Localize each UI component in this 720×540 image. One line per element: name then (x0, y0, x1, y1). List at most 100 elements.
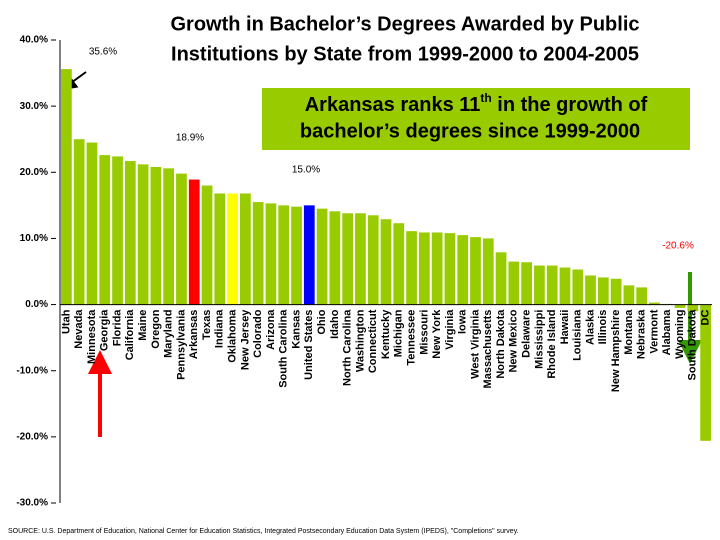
bar (457, 235, 469, 305)
callout-text: in the growth of (492, 94, 648, 116)
x-tick-label: Massachusetts (482, 310, 494, 389)
y-tick-label: 0.0% (25, 299, 48, 310)
y-tick-label: 20.0% (20, 167, 48, 178)
x-tick-label: Minnesota (86, 309, 98, 364)
bar (252, 202, 264, 305)
x-tick-label: Ohio (316, 309, 328, 334)
bar (521, 262, 532, 305)
x-tick-label: New Hampshire (610, 310, 622, 393)
bar (393, 223, 405, 305)
x-tick-label: Utah (60, 309, 72, 334)
callout-text: Arkansas ranks 11th in the growth of (305, 91, 648, 116)
bar (649, 302, 660, 305)
bar (623, 285, 635, 305)
bar (355, 213, 366, 305)
x-tick-label: Alaska (584, 309, 596, 345)
x-tick-label: New York (431, 309, 443, 359)
bar (482, 238, 494, 305)
bar (367, 215, 379, 305)
x-tick-label: Georgia (99, 309, 111, 351)
x-tick-label: Wyoming (674, 310, 686, 359)
callout-box (262, 88, 690, 150)
bar (61, 69, 72, 305)
y-tick-label: 10.0% (20, 233, 48, 244)
bar (546, 265, 558, 305)
y-tick-label: -20.0% (16, 431, 48, 442)
x-tick-label: Idaho (329, 309, 341, 339)
bar (227, 193, 238, 305)
data-label: -20.6% (662, 241, 694, 252)
x-tick-label: Kansas (290, 310, 302, 349)
x-tick-label: Oregon (150, 309, 162, 348)
x-tick-label: New Jersey (239, 309, 251, 370)
x-tick-label: Mississippi (533, 310, 545, 369)
callout-text: bachelor’s degrees since 1999-2000 (300, 120, 640, 142)
bar (508, 261, 520, 305)
bar (201, 185, 213, 305)
x-tick-label: Colorado (252, 309, 264, 358)
bar (610, 278, 622, 305)
chart-title: Growth in Bachelor’s Degrees Awarded by … (170, 13, 639, 35)
bar (636, 287, 648, 305)
x-tick-label: Tennessee (405, 310, 417, 366)
x-tick-label: North Dakota (495, 309, 507, 379)
y-tick-label: -10.0% (16, 365, 48, 376)
bar (431, 232, 443, 305)
x-tick-label: Missouri (418, 310, 430, 355)
bar (534, 265, 545, 305)
x-tick-label: Alabama (661, 309, 673, 356)
x-tick-label: Vermont (648, 309, 660, 353)
bar (342, 213, 354, 305)
bar (303, 205, 315, 305)
x-tick-label: Louisiana (572, 309, 584, 361)
bar (278, 205, 290, 305)
bar (585, 275, 596, 305)
bar (406, 231, 417, 305)
x-tick-label: North Carolina (342, 309, 354, 386)
x-tick-label: Maryland (163, 310, 175, 358)
x-tick-label: DC (700, 310, 712, 326)
bar (700, 304, 711, 441)
bar (265, 203, 277, 305)
x-tick-label: Oklahoma (226, 309, 238, 363)
x-tick-label: Washington (354, 309, 366, 372)
x-tick-label: California (124, 309, 136, 361)
bar (495, 252, 507, 305)
bar (214, 193, 226, 305)
bar (291, 206, 302, 305)
x-tick-label: Arizona (265, 309, 277, 350)
y-tick-label: 40.0% (20, 35, 48, 46)
bar (112, 156, 123, 305)
bar (559, 267, 571, 305)
x-tick-label: Michigan (393, 309, 405, 357)
data-label: 35.6% (89, 47, 117, 58)
x-tick-label: West Virginia (469, 309, 481, 379)
bar (188, 179, 200, 305)
x-tick-label: Texas (201, 310, 213, 340)
callout-text: th (480, 91, 491, 105)
bar (329, 211, 341, 305)
x-tick-label: Rhode Island (546, 310, 558, 379)
x-tick-label: Nebraska (636, 309, 648, 359)
x-tick-label: Delaware (521, 310, 533, 358)
y-tick-label: 30.0% (20, 101, 48, 112)
x-tick-label: Illinois (597, 310, 609, 345)
source-note: SOURCE: U.S. Department of Education, Na… (8, 528, 519, 535)
x-tick-label: South Dakota (687, 309, 699, 381)
bar (418, 232, 430, 305)
bar (73, 139, 85, 305)
x-tick-label: Florida (111, 309, 123, 347)
bar (380, 219, 392, 305)
bar (99, 155, 111, 305)
callout-text: Arkansas ranks 11 (305, 94, 481, 116)
x-tick-label: Virginia (444, 309, 456, 350)
data-label: 18.9% (176, 133, 204, 144)
x-tick-label: New Mexico (508, 309, 520, 372)
bar (150, 166, 162, 305)
bar (163, 168, 175, 305)
bar (444, 233, 456, 305)
x-tick-label: Nevada (73, 309, 85, 349)
bar (572, 269, 584, 305)
x-tick-label: Hawaii (559, 310, 571, 345)
